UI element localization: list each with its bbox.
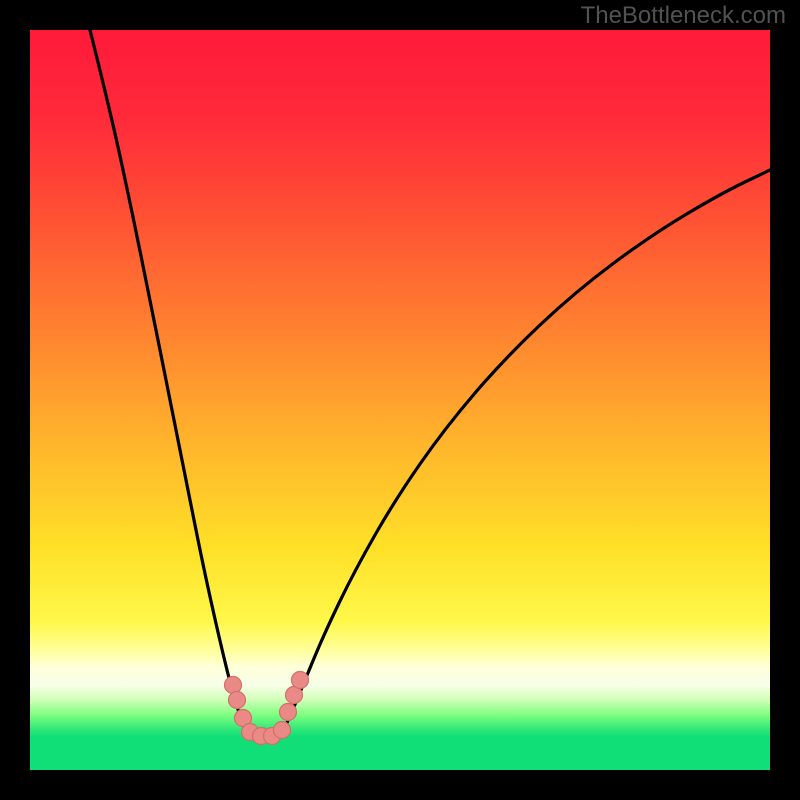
marker-bottom-3 <box>274 722 291 739</box>
plot-svg <box>30 30 770 770</box>
watermark-text: TheBottleneck.com <box>581 2 786 30</box>
marker-right-2 <box>292 672 309 689</box>
marker-left-1 <box>229 692 246 709</box>
plot-area <box>30 30 770 770</box>
chart-stage: TheBottleneck.com <box>0 0 800 800</box>
gradient-background <box>30 30 770 770</box>
marker-right-0 <box>280 704 297 721</box>
marker-left-0 <box>225 677 242 694</box>
